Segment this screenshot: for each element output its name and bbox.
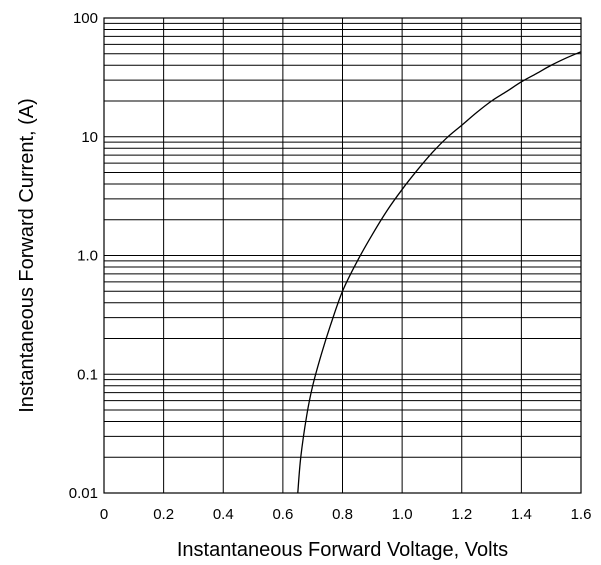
x-tick-label: 1.6	[571, 506, 592, 523]
x-axis-label: Instantaneous Forward Voltage, Volts	[177, 539, 508, 561]
x-tick-label: 0	[100, 506, 108, 523]
y-axis-label: Instantaneous Forward Current, (A)	[16, 98, 38, 413]
plot-frame	[103, 17, 582, 494]
x-tick-label: 0.4	[213, 506, 234, 523]
x-tick-label: 1.2	[451, 506, 472, 523]
tick-labels: 0 0.2 0.4 0.6 0.8 1.0 1.2 1.4 1.6 0.01 0.1 1.0 10 100	[69, 10, 592, 523]
y-tick-label: 0.1	[77, 366, 98, 383]
x-tick-label: 0.2	[153, 506, 174, 523]
y-tick-label: 0.01	[69, 485, 98, 502]
forward-current-curve	[297, 51, 582, 494]
x-tick-label: 0.8	[332, 506, 353, 523]
y-tick-label: 1.0	[77, 248, 98, 265]
grid	[104, 18, 581, 493]
y-tick-label: 100	[73, 10, 98, 27]
y-tick-label: 10	[81, 129, 98, 146]
x-tick-label: 0.6	[272, 506, 293, 523]
x-tick-label: 1.4	[511, 506, 532, 523]
x-tick-label: 1.0	[392, 506, 413, 523]
